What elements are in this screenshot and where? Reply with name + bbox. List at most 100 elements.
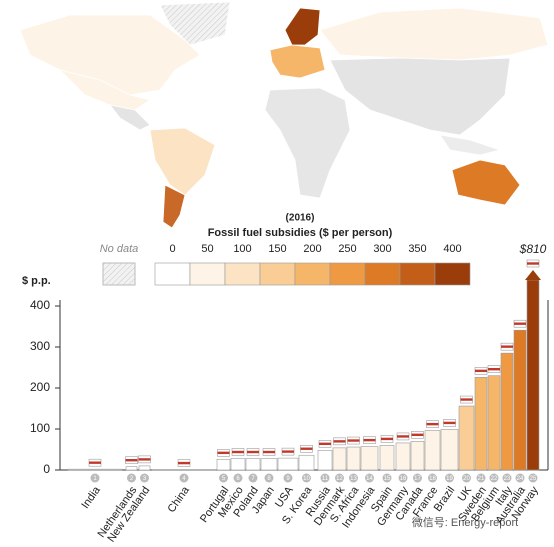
rank-badge [140, 473, 149, 483]
rank-badge [502, 473, 512, 483]
rank-badge [515, 473, 525, 483]
rank-label: 8 [267, 476, 271, 482]
legend-swatch [294, 262, 331, 286]
legend-tick-label: 150 [268, 243, 286, 255]
legend-tick-label: 200 [303, 243, 321, 255]
legend-swatch [364, 262, 401, 286]
flag-stripe [125, 459, 138, 462]
y-tick-label: 100 [30, 421, 50, 435]
flag-stripe [319, 442, 331, 446]
bar [474, 377, 488, 471]
rank-badge [320, 473, 330, 483]
rank-label: 7 [251, 476, 255, 482]
rank-badge [489, 473, 499, 483]
rank-label: 9 [286, 476, 290, 482]
rank-badge [179, 473, 189, 483]
rank-badge [335, 473, 344, 483]
y-tick-label: 400 [30, 298, 50, 312]
flag-stripe [333, 440, 346, 443]
legend-tick-label: 50 [201, 243, 213, 255]
rank-badge [382, 473, 392, 483]
flag-stripe [89, 461, 101, 464]
flag-stripe [381, 437, 393, 441]
flag-stripe [527, 262, 539, 265]
flag-stripe [300, 447, 313, 450]
bar [277, 457, 299, 471]
bar [379, 445, 395, 471]
rank-badge [365, 473, 374, 483]
legend-title: Fossil fuel subsidies ($ per person) [208, 227, 393, 239]
flag-stripe [282, 450, 294, 453]
bar [230, 458, 246, 471]
bar [440, 429, 459, 471]
flag-stripe [426, 422, 439, 426]
rank-label: 21 [478, 476, 485, 482]
legend-swatch [154, 262, 191, 286]
rank-badge [349, 473, 358, 483]
rank-label: 3 [143, 476, 147, 482]
rank-label: 14 [366, 476, 373, 482]
rank-badge [428, 473, 437, 483]
rank-label: 11 [322, 476, 329, 482]
legend-swatch [189, 262, 226, 286]
legend-tick-label: 0 [169, 243, 175, 255]
rank-label: 13 [350, 476, 357, 482]
rank-label: 18 [429, 476, 436, 482]
rank-label: 19 [446, 476, 453, 482]
rank-badge [476, 473, 486, 483]
flag-stripe [347, 439, 360, 442]
flag-stripe [488, 368, 500, 371]
rank-label: 23 [504, 476, 511, 482]
rank-label: 22 [491, 476, 498, 482]
rank-label: 12 [336, 476, 343, 482]
legend-tick-label: 400 [443, 243, 461, 255]
legend-tick-label: 300 [373, 243, 391, 255]
legend-swatch [224, 262, 261, 286]
bar [67, 468, 123, 471]
rank-label: 1 [93, 476, 97, 482]
overflow-arrow [525, 270, 541, 280]
rank-label: 25 [530, 476, 537, 482]
rank-badge [445, 473, 454, 483]
x-tick-label: China [166, 484, 193, 515]
flag-stripe [501, 345, 513, 348]
bar [487, 375, 501, 471]
bar [360, 446, 379, 471]
legend-tick-label: 250 [338, 243, 356, 255]
rank-badge [264, 473, 274, 483]
legend-tick-label: 350 [408, 243, 426, 255]
bar [245, 458, 261, 471]
value-label: $810 [519, 242, 547, 256]
flag-stripe [247, 450, 259, 454]
bar [410, 440, 425, 471]
flag-stripe [138, 458, 151, 461]
legend-swatch [434, 262, 471, 286]
flag-stripe [263, 450, 275, 454]
flag-stripe [217, 451, 230, 455]
bar [138, 465, 151, 471]
rank-badge [413, 473, 422, 483]
y-tick-label: 300 [30, 339, 50, 353]
bar [125, 466, 138, 471]
rank-badge [302, 473, 311, 483]
bar [395, 442, 411, 471]
y-tick-label: 0 [43, 462, 50, 476]
flag-stripe [443, 421, 456, 425]
flag-stripe [178, 461, 190, 465]
rank-badge [462, 473, 471, 483]
rank-label: 10 [303, 476, 310, 482]
x-tick-label: India [79, 484, 103, 511]
rank-badge [233, 473, 243, 483]
bar [260, 458, 278, 471]
rank-badge [90, 473, 100, 483]
bar [346, 446, 361, 471]
flag-stripe [397, 435, 409, 438]
rank-badge [248, 473, 258, 483]
rank-label: 5 [222, 476, 226, 482]
y-tick-label: 200 [30, 380, 50, 394]
rank-badge [528, 473, 538, 483]
rank-badge [127, 473, 136, 483]
rank-label: 16 [400, 476, 407, 482]
bar [526, 279, 540, 471]
bar [332, 447, 347, 471]
